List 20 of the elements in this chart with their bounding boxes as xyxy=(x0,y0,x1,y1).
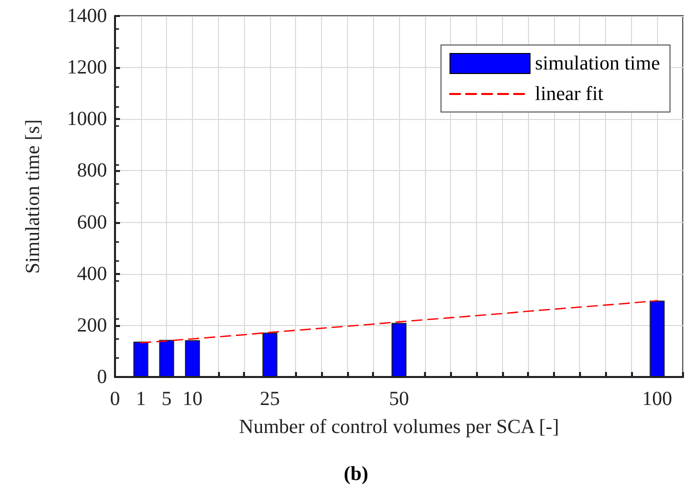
legend-label: simulation time xyxy=(535,52,660,74)
y-tick-label: 1000 xyxy=(67,108,107,130)
y-axis-title: Simulation time [s] xyxy=(22,119,44,274)
y-tick-label: 200 xyxy=(77,314,107,336)
text: (b) xyxy=(344,463,368,485)
x-tick-label: 50 xyxy=(389,388,409,410)
x-tick-label: 10 xyxy=(182,388,202,410)
y-tick-label: 0 xyxy=(97,366,107,388)
x-tick-label: 100 xyxy=(642,388,672,410)
y-tick-label: 1200 xyxy=(67,56,107,79)
legend-label: linear fit xyxy=(535,83,604,105)
y-tick-label: 400 xyxy=(77,262,107,285)
x-tick-label: 1 xyxy=(136,388,146,410)
x-axis-title: Number of control volumes per SCA [-] xyxy=(239,416,559,438)
y-tick-label: 600 xyxy=(77,211,107,234)
x-tick-label: 25 xyxy=(260,388,280,410)
x-tick-label: 5 xyxy=(162,388,172,410)
line-series xyxy=(140,300,658,344)
y-tick-label: 800 xyxy=(77,160,107,182)
y-tick-label: 1400 xyxy=(67,5,107,27)
